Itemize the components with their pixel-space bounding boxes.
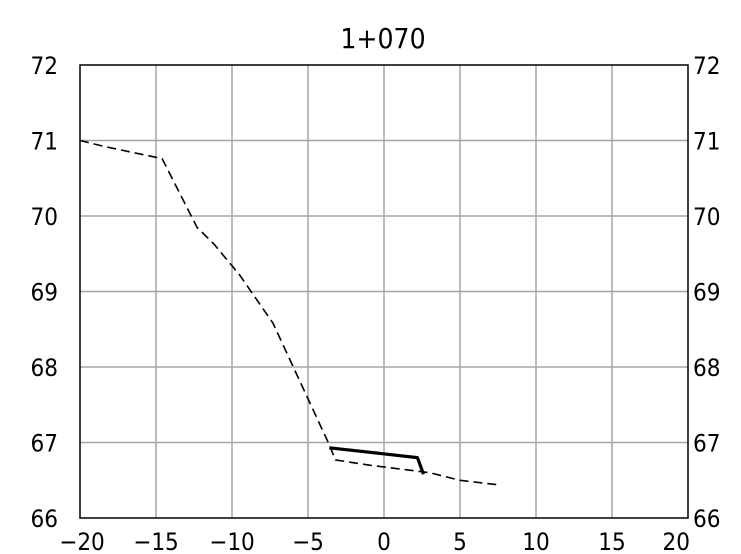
y-tick-label-left: 70 [31, 203, 58, 231]
x-tick-label: −20 [59, 528, 105, 554]
y-tick-label-right: 71 [693, 128, 720, 156]
y-tick-labels-right: 66 67 68 69 70 71 72 [693, 52, 720, 533]
x-tick-label: −5 [292, 528, 324, 554]
y-tick-label-right: 66 [693, 505, 720, 533]
ground-line-series [79, 139, 499, 486]
design-line-series [329, 446, 426, 475]
x-tick-label: 15 [598, 528, 625, 554]
y-tick-label-left: 67 [31, 430, 58, 458]
y-tick-label-left: 71 [31, 128, 58, 156]
x-tick-label: −15 [133, 528, 179, 554]
x-tick-labels: −20 −15 −10 −5 0 5 10 15 20 [59, 528, 690, 554]
series-group [79, 139, 499, 486]
y-tick-labels-left: 66 67 68 69 70 71 72 [31, 52, 58, 533]
y-tick-label-right: 69 [693, 279, 720, 307]
y-tick-label-right: 68 [693, 354, 720, 382]
y-tick-label-right: 72 [693, 52, 720, 80]
x-tick-label: 10 [522, 528, 549, 554]
y-tick-label-left: 68 [31, 354, 58, 382]
y-tick-label-left: 69 [31, 279, 58, 307]
x-tick-label: 0 [377, 528, 391, 554]
y-tick-label-left: 66 [31, 505, 58, 533]
chart-title: 1+070 [340, 22, 425, 55]
y-tick-label-left: 72 [31, 52, 58, 80]
x-tick-label: 20 [663, 528, 690, 554]
x-tick-label: −10 [209, 528, 255, 554]
y-tick-label-right: 70 [693, 203, 720, 231]
y-tick-label-right: 67 [693, 430, 720, 458]
x-tick-label: 5 [453, 528, 467, 554]
grid-lines [80, 65, 688, 518]
plot-frame [79, 64, 689, 519]
